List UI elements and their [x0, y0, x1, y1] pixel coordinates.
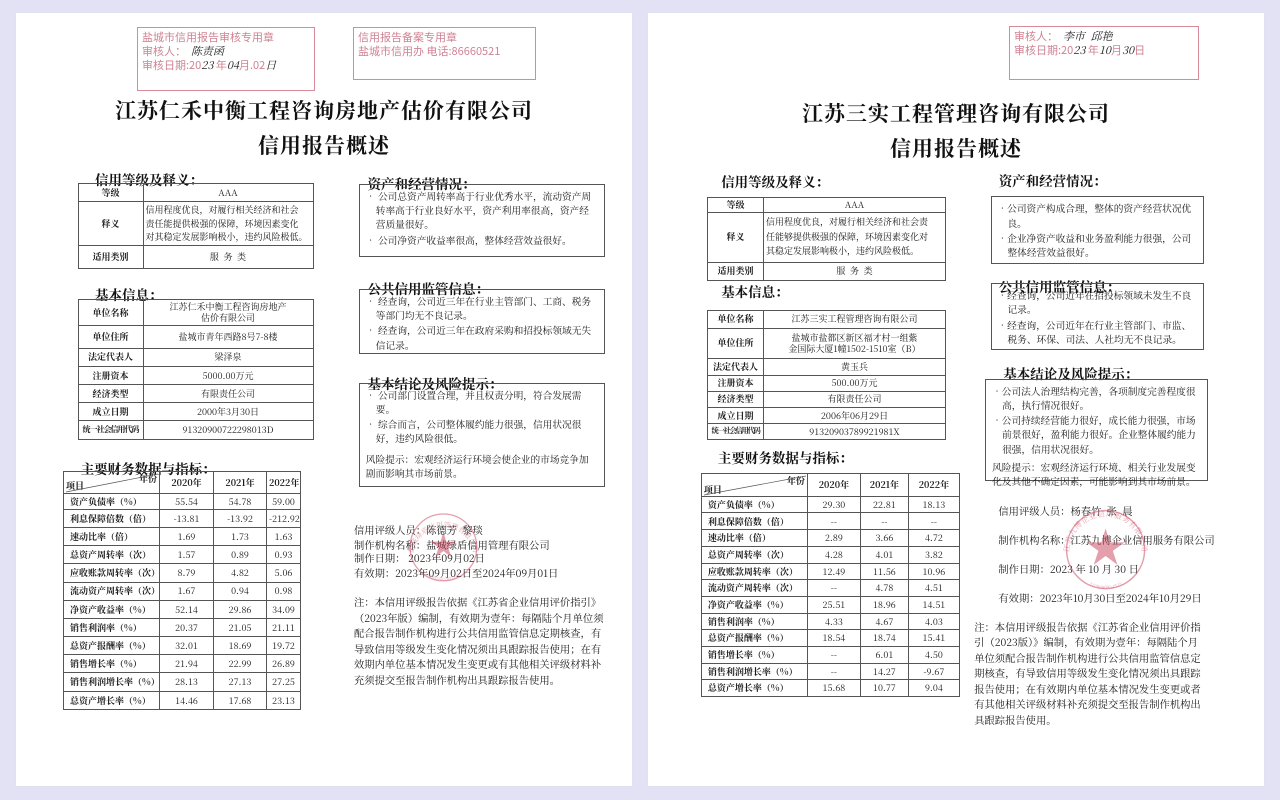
svg-text:3209000954525: 3209000954525 [1088, 581, 1123, 591]
svg-text:320902002097977: 320902002097977 [425, 571, 461, 581]
